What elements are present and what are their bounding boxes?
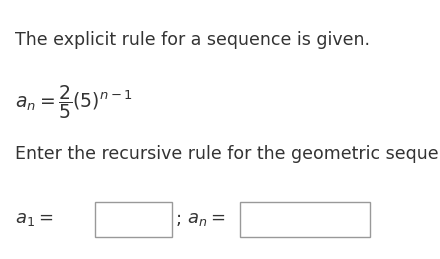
Text: The explicit rule for a sequence is given.: The explicit rule for a sequence is give…: [15, 31, 370, 49]
Text: $a_n = \dfrac{2}{5}(5)^{n-1}$: $a_n = \dfrac{2}{5}(5)^{n-1}$: [15, 83, 133, 121]
Text: $a_n =$: $a_n =$: [187, 210, 225, 228]
Text: Enter the recursive rule for the geometric sequence.: Enter the recursive rule for the geometr…: [15, 145, 440, 163]
Text: $a_1 =$: $a_1 =$: [15, 210, 54, 228]
Text: ;: ;: [175, 210, 181, 228]
